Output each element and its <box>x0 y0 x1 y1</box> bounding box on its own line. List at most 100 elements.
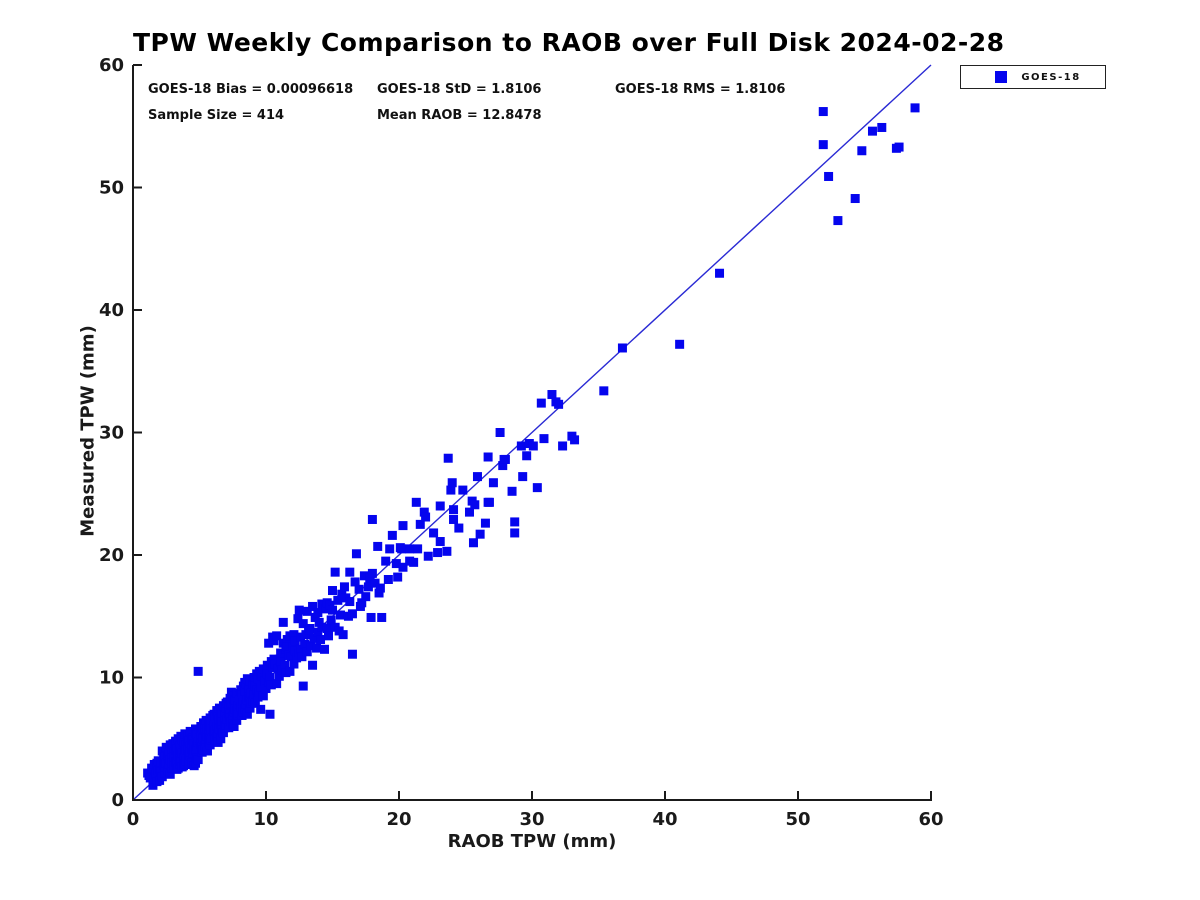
data-point <box>354 584 364 594</box>
data-point <box>193 755 203 765</box>
data-point <box>393 572 403 582</box>
data-point <box>302 606 312 616</box>
data-point <box>310 612 320 622</box>
data-point <box>316 635 326 645</box>
data-point <box>357 598 367 608</box>
data-point <box>294 605 304 615</box>
data-point <box>375 583 385 593</box>
legend-square-marker-icon <box>995 71 1007 83</box>
data-point <box>313 608 323 618</box>
data-point <box>366 612 376 622</box>
data-point <box>458 485 468 495</box>
data-point <box>516 441 526 451</box>
data-point <box>367 514 377 524</box>
data-point <box>833 216 843 226</box>
data-point <box>330 567 340 577</box>
data-point <box>339 582 349 592</box>
data-point <box>232 715 242 725</box>
data-point <box>250 698 260 708</box>
data-point <box>202 746 212 756</box>
data-point <box>229 722 239 731</box>
data-point <box>488 478 498 488</box>
data-point <box>309 633 319 643</box>
data-point <box>264 638 274 648</box>
data-point <box>244 684 254 694</box>
data-point <box>286 652 296 662</box>
data-point <box>877 122 887 132</box>
data-point <box>293 614 303 624</box>
data-point <box>617 343 627 353</box>
data-point <box>446 485 456 495</box>
data-point <box>421 512 431 522</box>
data-point <box>442 546 452 556</box>
data-point <box>409 557 419 567</box>
data-point <box>397 544 407 554</box>
data-point <box>265 709 275 719</box>
data-point <box>320 644 330 654</box>
data-point <box>278 617 288 627</box>
data-point <box>510 528 520 538</box>
data-point <box>507 486 517 496</box>
data-point <box>377 612 387 622</box>
data-point <box>261 684 271 694</box>
data-point <box>205 740 215 750</box>
data-point <box>373 541 383 551</box>
data-point <box>347 609 357 619</box>
data-point <box>196 729 206 739</box>
data-point <box>314 617 324 627</box>
data-point <box>328 586 337 596</box>
data-point <box>435 501 445 511</box>
y-tick-label: 0 <box>111 790 124 811</box>
data-point <box>301 630 311 640</box>
data-point <box>193 666 203 676</box>
data-point <box>312 643 322 653</box>
data-point <box>305 624 315 633</box>
data-point <box>370 578 380 588</box>
y-tick-label: 60 <box>99 55 124 76</box>
data-point <box>347 649 357 659</box>
data-point <box>470 500 480 510</box>
data-point <box>518 472 528 482</box>
x-tick-label: 0 <box>127 809 140 830</box>
data-point <box>274 671 284 681</box>
data-point <box>475 529 485 539</box>
data-point <box>385 544 395 554</box>
data-point <box>308 601 318 611</box>
data-point <box>857 146 867 156</box>
data-point <box>272 679 282 689</box>
data-point <box>317 599 327 609</box>
data-point <box>454 523 464 533</box>
x-tick-label: 10 <box>253 809 278 830</box>
data-point <box>185 726 195 736</box>
data-point <box>398 562 408 572</box>
data-point <box>322 624 332 633</box>
data-point <box>415 519 425 529</box>
stat-rms: GOES-18 RMS = 1.8106 <box>615 82 786 97</box>
data-point <box>338 630 348 640</box>
legend-label: GOES-18 <box>1021 71 1081 83</box>
data-point <box>433 548 443 558</box>
data-point <box>289 659 299 669</box>
data-point <box>266 680 276 690</box>
data-point <box>558 441 568 451</box>
data-point <box>257 671 267 681</box>
data-point <box>272 631 282 641</box>
data-point <box>818 107 828 117</box>
data-point <box>242 709 252 719</box>
data-point <box>297 652 307 662</box>
data-point <box>296 632 306 642</box>
data-point <box>675 339 685 349</box>
data-point <box>269 636 279 646</box>
data-point <box>256 704 266 714</box>
legend: GOES-18 <box>960 65 1106 89</box>
data-point <box>298 681 308 691</box>
data-point <box>218 728 228 738</box>
data-point <box>383 575 393 584</box>
y-tick-label: 10 <box>99 668 124 689</box>
data-point <box>532 483 542 493</box>
data-point <box>500 454 510 464</box>
data-point <box>290 636 300 646</box>
data-point <box>325 600 335 610</box>
data-point <box>484 497 494 507</box>
